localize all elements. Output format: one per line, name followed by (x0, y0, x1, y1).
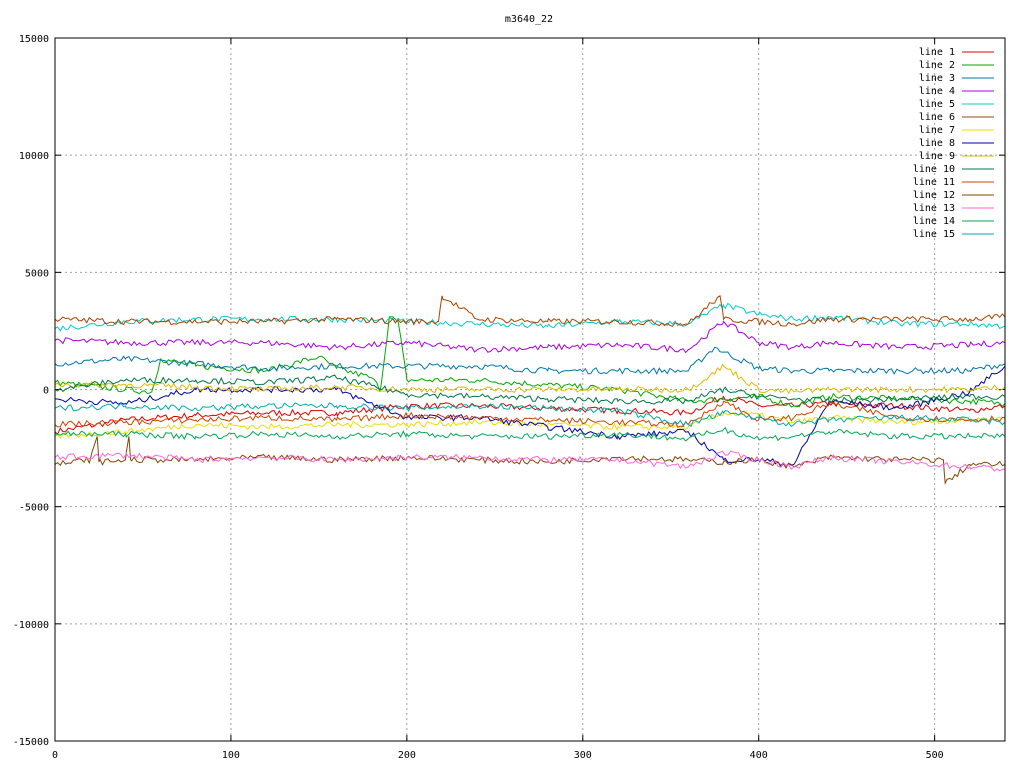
legend-label: line 14 (913, 216, 955, 227)
y-tick-label: -15000 (13, 737, 49, 748)
y-tick-label: 15000 (19, 34, 49, 45)
x-tick-label: 400 (750, 750, 768, 761)
legend-label: line 5 (919, 99, 955, 110)
series-line-6 (54, 294, 1006, 327)
plot-frame (54, 37, 1006, 742)
legend: line 1 line 2 line 3 line 4 line 5 line 6 line… (913, 47, 994, 240)
series-line-15 (54, 402, 1006, 428)
legend-label: line 10 (913, 164, 955, 175)
y-tick-label: -5000 (19, 503, 49, 514)
x-tick-label: 200 (398, 750, 416, 761)
x-tick-label: 100 (222, 750, 240, 761)
legend-label: line 6 (919, 112, 955, 123)
legend-label: line 11 (913, 177, 955, 188)
legend-label: line 9 (919, 151, 955, 162)
legend-label: line 1 (919, 47, 955, 58)
legend-label: line 4 (919, 86, 955, 97)
y-tick-label: 0 (43, 386, 49, 397)
series-line-5 (54, 302, 1006, 332)
legend-label: line 12 (913, 190, 955, 201)
series-line-7 (54, 411, 1006, 439)
legend-label: line 15 (913, 229, 955, 240)
series-line-14 (54, 426, 1006, 442)
legend-label: line 2 (919, 60, 955, 71)
series-line-9 (54, 363, 1006, 395)
series-line-12 (54, 436, 1006, 486)
legend-label: line 8 (919, 138, 955, 149)
series-line-4 (54, 320, 1006, 354)
series-line-8 (54, 365, 1006, 467)
axes: -15000 -10000 -5000 0 5000 10000 15000 0 100 200 3… (13, 34, 1005, 761)
series-line-1 (54, 395, 1006, 436)
series-group (54, 294, 1006, 486)
x-tick-label: 300 (574, 750, 592, 761)
legend-label: line 3 (919, 73, 955, 84)
chart-title: m3640_22 (505, 14, 553, 25)
series-line-11 (54, 400, 1006, 428)
x-tick-label: 500 (926, 750, 944, 761)
x-tick-label: 0 (52, 750, 58, 761)
y-tick-label: 10000 (19, 151, 49, 162)
series-line-3 (54, 346, 1006, 375)
y-tick-label: 5000 (25, 268, 49, 279)
y-tick-label: -10000 (13, 620, 49, 631)
legend-label: line 13 (913, 203, 955, 214)
series-line-10 (54, 374, 1006, 405)
legend-label: line 7 (919, 125, 955, 136)
series-line-13 (54, 450, 1005, 472)
